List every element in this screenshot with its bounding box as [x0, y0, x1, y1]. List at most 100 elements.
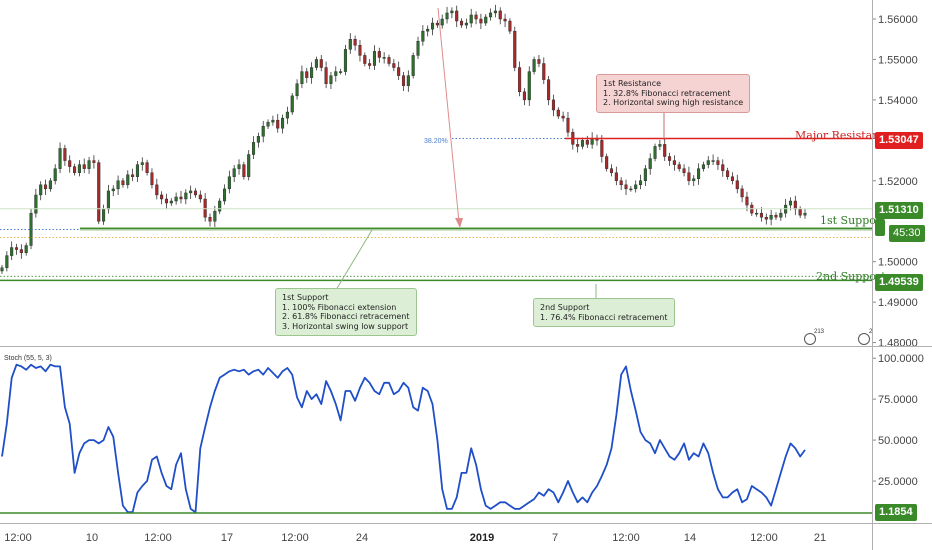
candle — [116, 175, 120, 195]
price-tick-label: 1.56000 — [878, 14, 918, 26]
candle — [759, 207, 763, 222]
candle — [266, 119, 270, 130]
stoch-tick-label: 100.0000 — [878, 353, 924, 365]
time-axis: 12:00 10 12:00 17 12:00 24 2019 7 12:00 14 12:00 21 — [4, 532, 826, 544]
candle — [334, 66, 338, 82]
candle — [281, 114, 285, 134]
candle — [111, 185, 115, 197]
candle — [556, 107, 560, 119]
candle — [455, 5, 459, 28]
candle — [155, 178, 159, 200]
candle — [10, 241, 14, 261]
candle — [648, 153, 652, 175]
support1-callout-pointer — [335, 229, 373, 291]
candle — [392, 59, 396, 72]
candle — [242, 161, 246, 180]
time-tick-label: 24 — [356, 532, 368, 544]
candle — [198, 190, 202, 203]
candle — [382, 52, 386, 64]
candle — [411, 52, 415, 79]
candle — [479, 13, 483, 30]
candle — [314, 56, 318, 71]
candle — [358, 40, 362, 62]
candle — [343, 44, 347, 76]
candle — [329, 71, 333, 89]
candle — [609, 164, 614, 177]
events-icon[interactable] — [858, 333, 870, 345]
candle — [324, 61, 328, 89]
candle — [440, 14, 444, 29]
candles-layer — [0, 4, 807, 274]
support1-callout-line-2: 2. 61.8% Fibonacci retracement — [282, 312, 410, 321]
resistance-callout-title: 1st Resistance — [603, 79, 662, 88]
candle — [537, 55, 541, 68]
first-support-price-tag — [875, 219, 885, 236]
candle — [372, 45, 377, 70]
fibonacci-arrow — [437, 7, 460, 223]
price-tick-label: 1.54000 — [878, 95, 918, 107]
time-tick-label: 12:00 — [750, 532, 778, 544]
time-tick-label: 17 — [221, 532, 233, 544]
stoch-tick-label: 50.0000 — [878, 435, 918, 447]
major-resistance-label: Major Resistance — [795, 129, 892, 142]
candle — [77, 160, 81, 177]
candle — [697, 163, 701, 185]
candle — [377, 47, 381, 63]
candle — [450, 7, 454, 19]
candle — [397, 61, 401, 81]
candle — [232, 165, 236, 183]
price-tick-label: 1.50000 — [878, 257, 918, 269]
candle — [53, 164, 57, 185]
price-tick-label: 1.55000 — [878, 54, 918, 66]
candle — [634, 180, 638, 193]
candle — [0, 264, 4, 274]
candle — [493, 4, 497, 18]
candle — [368, 59, 372, 70]
candle — [551, 94, 555, 117]
candle — [92, 155, 96, 169]
candle — [237, 159, 241, 175]
candle — [460, 18, 464, 28]
candle — [348, 33, 352, 54]
candle — [184, 189, 188, 205]
candle — [687, 166, 691, 186]
candle — [518, 61, 522, 97]
candle — [522, 88, 526, 106]
candle — [474, 11, 478, 25]
current-price-tag: 1.51310 — [875, 202, 923, 219]
time-tick-label: 7 — [552, 532, 558, 544]
candle — [542, 57, 546, 85]
candle — [68, 155, 72, 173]
candle — [300, 65, 304, 89]
candle — [247, 150, 251, 181]
candle — [401, 71, 406, 92]
candle — [638, 174, 643, 190]
candle — [305, 67, 309, 83]
candle — [503, 13, 507, 28]
time-tick-label: 2019 — [470, 532, 494, 544]
candle — [658, 139, 662, 151]
candle — [701, 161, 705, 172]
candle — [508, 18, 512, 34]
resistance-callout-line-2: 2. Horizontal swing high resistance — [603, 98, 744, 107]
support2-callout-line-1: 1. 76.4% Fibonacci retracement — [540, 312, 668, 322]
candle — [600, 135, 604, 163]
candle — [63, 144, 67, 166]
candle — [5, 251, 9, 272]
candle — [605, 153, 609, 172]
events-icon[interactable] — [804, 333, 816, 345]
candle — [387, 54, 391, 67]
candle — [798, 206, 802, 219]
candle — [208, 213, 212, 227]
levels-layer — [0, 7, 872, 298]
candle — [58, 142, 62, 174]
candle — [755, 208, 759, 217]
candle — [339, 68, 343, 75]
candle — [595, 134, 599, 146]
candle — [82, 158, 86, 174]
candle — [295, 79, 299, 100]
candle — [131, 168, 135, 182]
candle — [721, 159, 725, 177]
candle — [164, 193, 169, 210]
candle — [706, 156, 710, 169]
